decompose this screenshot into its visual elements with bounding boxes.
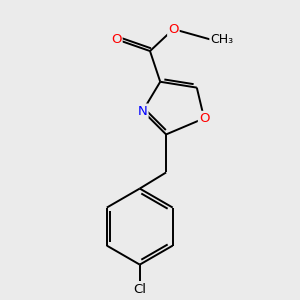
Text: Cl: Cl [133,283,146,296]
Text: N: N [138,104,148,118]
Text: O: O [111,33,122,46]
Text: CH₃: CH₃ [210,33,233,46]
Text: O: O [199,112,209,125]
Text: O: O [168,22,179,36]
